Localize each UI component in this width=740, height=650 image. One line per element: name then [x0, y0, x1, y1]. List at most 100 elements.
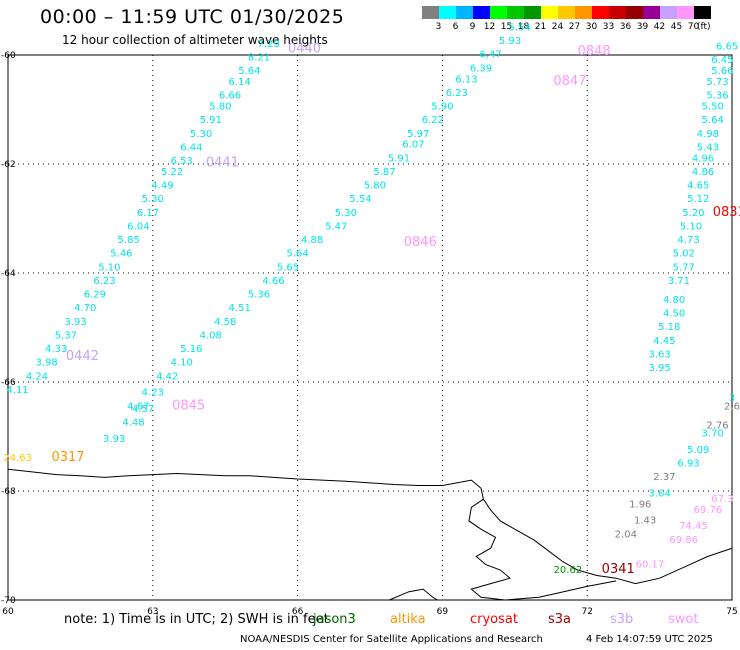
coastline-segment — [389, 588, 438, 601]
wave-height-reading: 5.37 — [55, 330, 77, 341]
colorbar-label: 12 — [483, 22, 496, 32]
wave-height-reading: 6.14 — [229, 77, 251, 88]
lon-label: 60 — [2, 607, 14, 617]
colorbar-label: 9 — [469, 22, 476, 32]
lat-label: -70 — [1, 596, 16, 606]
colorbar-label: 33 — [602, 22, 615, 32]
satellite-legend-jason3: jason3 — [313, 612, 356, 627]
wave-height-reading: 69.76 — [694, 505, 723, 516]
wave-height-reading: 20.62 — [554, 565, 583, 576]
wave-height-reading: 5.20 — [682, 208, 704, 219]
wave-height-reading: 5.46 — [110, 249, 132, 260]
wave-height-reading: 5.12 — [687, 194, 709, 205]
wave-height-reading: 6.04 — [127, 221, 149, 232]
wave-height-reading: 5.64 — [702, 115, 724, 126]
wave-height-reading: 5.36 — [248, 290, 270, 301]
colorbar-swatch — [490, 6, 507, 19]
lon-label: 72 — [581, 607, 592, 617]
lon-label: 75 — [726, 607, 737, 617]
pass-time-label: 0845 — [172, 398, 205, 413]
wave-height-reading: 8.21 — [248, 52, 270, 63]
wave-height-reading: 6.47 — [480, 50, 502, 61]
wave-height-reading: 5.85 — [118, 235, 140, 246]
colorbar-swatch — [456, 6, 473, 19]
colorbar-swatch — [609, 6, 626, 19]
colorbar-swatch — [592, 6, 609, 19]
wave-height-reading: 2.37 — [653, 472, 675, 483]
wave-height-reading: 5.02 — [673, 249, 695, 260]
colorbar-label: 36 — [619, 22, 632, 32]
wave-height-reading: 7.29 — [258, 39, 280, 50]
satellite-legend-s3b: s3b — [610, 612, 634, 627]
wave-height-reading: 6.45 — [711, 55, 733, 66]
lat-label: -64 — [1, 269, 16, 279]
wave-height-reading: 4.45 — [653, 336, 675, 347]
colorbar-swatch — [660, 6, 677, 19]
wave-height-reading: 4.33 — [45, 344, 67, 355]
pass-time-label: 0317 — [51, 450, 84, 465]
wave-height-reading: 5.10 — [680, 221, 702, 232]
map-title: 00:00 – 11:59 UTC 01/30/2025 — [40, 6, 345, 28]
wave-height-reading: 4.65 — [687, 181, 709, 192]
wave-height-reading: 4.48 — [122, 418, 144, 429]
wave-height-reading: 3.98 — [35, 358, 57, 369]
wave-height-reading: 5.47 — [325, 221, 347, 232]
colorbar-swatch — [694, 6, 711, 19]
wave-height-reading: 4.80 — [663, 295, 685, 306]
wave-height-reading: 5.91 — [200, 115, 222, 126]
colorbar-label: 39 — [636, 22, 649, 32]
wave-height-reading: 6.17 — [137, 208, 159, 219]
wave-height-reading: 4.10 — [171, 358, 193, 369]
wave-height-reading: 74.45 — [679, 521, 708, 532]
wave-height-reading: 3.95 — [648, 363, 670, 374]
colorbar-label: 70 — [687, 22, 700, 32]
wave-height-reading: 5.36 — [706, 91, 728, 102]
wave-height-reading: 2.04 — [615, 529, 637, 540]
colorbar-label: 45 — [670, 22, 683, 32]
wave-height-reading: 5.54 — [349, 194, 371, 205]
wave-height-reading: 5.90 — [431, 102, 453, 113]
pass-time-label: 0848 — [578, 44, 611, 59]
coastline — [7, 468, 733, 585]
colorbar-label: 18 — [517, 22, 530, 32]
lon-label: 63 — [147, 607, 158, 617]
wave-height-reading: 1.96 — [629, 499, 651, 510]
lat-label: -62 — [1, 160, 16, 170]
satellite-legend-cryosat: cryosat — [470, 612, 518, 627]
colorbar-swatch — [422, 6, 439, 19]
wave-height-reading: 5.77 — [673, 262, 695, 273]
colorbar-label: 24 — [551, 22, 564, 32]
pass-time-label: 0846 — [404, 235, 437, 250]
wave-height-reading: 5.73 — [706, 77, 728, 88]
colorbar-label: 42 — [653, 22, 666, 32]
wave-height-reading: 6.07 — [402, 140, 424, 151]
wave-height-reading: 4.67 — [127, 401, 149, 412]
wave-height-reading: 4.11 — [7, 385, 29, 396]
colorbar-swatch — [558, 6, 575, 19]
wave-height-reading: 5.87 — [373, 167, 395, 178]
wave-height-reading: 5.93 — [499, 36, 521, 47]
wave-height-reading: 5.30 — [190, 129, 212, 140]
wave-height-reading: 5.30 — [335, 208, 357, 219]
wave-height-reading: 6.65 — [716, 42, 738, 53]
wave-height-reading: 5.64 — [286, 249, 308, 260]
colorbar-label: 30 — [585, 22, 598, 32]
wave-height-reading: 6.13 — [455, 74, 477, 85]
wave-height-reading: 5.50 — [702, 102, 724, 113]
wave-height-reading: 4.49 — [151, 181, 173, 192]
wave-height-reading: 5.16 — [180, 344, 202, 355]
colorbar-label: 3 — [435, 22, 442, 32]
lat-label: -68 — [1, 487, 16, 497]
wave-height-reading: 67.3 — [711, 494, 733, 505]
wave-height-reading: 1.43 — [634, 516, 656, 527]
credit-line: NOAA/NESDIS Center for Satellite Applica… — [240, 634, 543, 645]
wave-height-reading: 6.66 — [219, 91, 241, 102]
wave-height-reading: 3.70 — [702, 429, 724, 440]
wave-height-reading: 4.88 — [301, 235, 323, 246]
wave-height-reading: 5.18 — [658, 322, 680, 333]
wave-height-reading: 60.17 — [636, 559, 665, 570]
wave-height-reading: 69.86 — [669, 535, 698, 546]
wave-height-reading: 5.30 — [142, 194, 164, 205]
wave-height-reading: 4.96 — [692, 153, 714, 164]
